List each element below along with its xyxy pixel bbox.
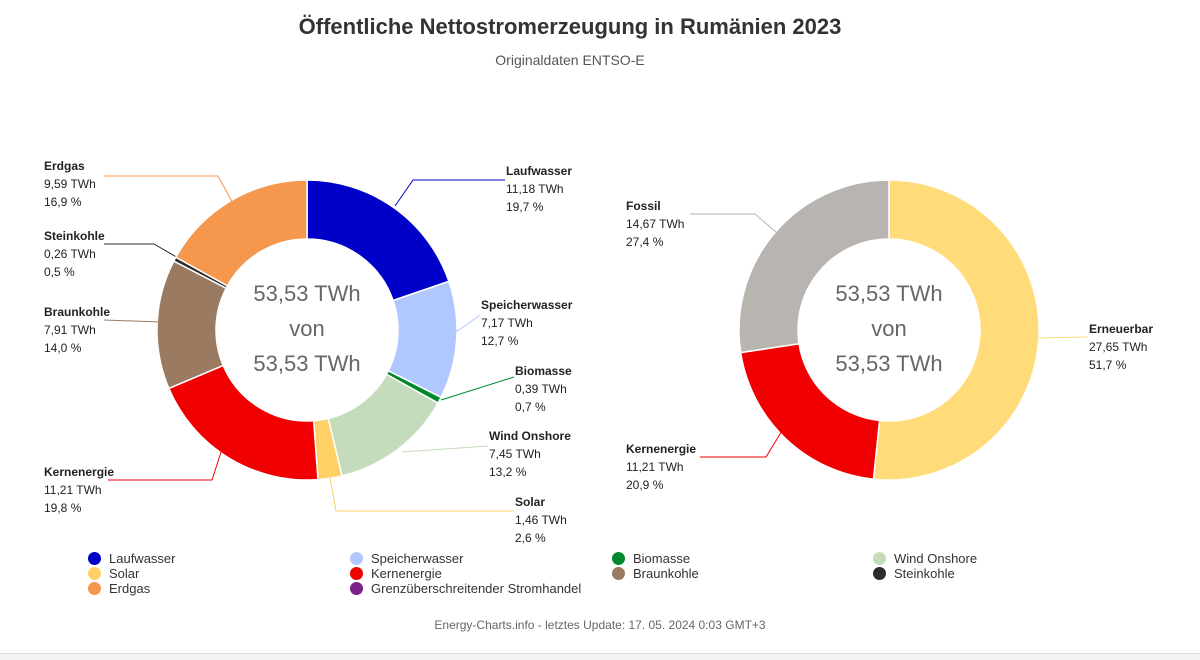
left-donut-label-kernenergie-name: Kernenergie <box>44 465 114 479</box>
left-donut-label-solar-name: Solar <box>515 495 545 509</box>
left-donut-label-laufwasser-value-text: 11,18 TWh <box>506 182 564 196</box>
left-donut-label-laufwasser-percent-text: 19,7 % <box>506 200 544 214</box>
legend-item-braunkohle[interactable]: Braunkohle <box>612 565 699 581</box>
left-donut-label-speicherwasser-value-text: 7,17 TWh <box>481 316 533 330</box>
left-donut-label-erdgas-percent-text: 16,9 % <box>44 195 82 209</box>
legend-label-laufwasser: Laufwasser <box>109 550 176 566</box>
left-donut-leader-kernenergie <box>108 445 224 481</box>
left-donut-label-erdgas-value-text: 9,59 TWh <box>44 177 96 191</box>
legend-marker-erdgas <box>88 581 101 595</box>
legend-item-laufwasser[interactable]: Laufwasser <box>88 550 175 566</box>
right-donut-leader-fossil <box>690 213 784 239</box>
right-donut-label-fossil-percent-text: 27,4 % <box>626 235 664 249</box>
legend-item-kernenergie[interactable]: Kernenergie <box>350 565 442 581</box>
left-donut-label-braunkohle-percent-text: 14,0 % <box>44 341 82 355</box>
right-donut-label-erneuerbar-name: Erneuerbar <box>1089 322 1153 336</box>
left-donut-label-braunkohle-value-text: 7,91 TWh <box>44 323 96 337</box>
left-donut-label-solar-value-text: 1,46 TWh <box>515 513 567 527</box>
chart-title: Öffentliche Nettostromerzeugung in Rumän… <box>298 14 842 39</box>
left-donut-leader-solar <box>329 477 514 512</box>
right-donut-center-label-2: 53,53 TWh <box>835 351 942 376</box>
legend-label-speicherwasser: Speicherwasser <box>371 550 464 566</box>
right-donut-label-fossil-name: Fossil <box>626 199 661 213</box>
left-donut-leader-erdgas <box>104 175 236 208</box>
right-donut-label-erneuerbar-value-text: 27,65 TWh <box>1089 340 1147 354</box>
right-donut-center-label-0: 53,53 TWh <box>835 281 942 306</box>
legend-item-solar[interactable]: Solar <box>88 565 139 581</box>
right-donut-label-erneuerbar-percent-text: 51,7 % <box>1089 358 1127 372</box>
legend-marker-solar <box>88 566 101 580</box>
right-donut-center-label-1: von <box>871 316 906 341</box>
left-donut-center-label-1: von <box>289 316 324 341</box>
legend-marker-laufwasser <box>88 551 101 565</box>
right-donut-slice-erneuerbar[interactable] <box>872 179 1040 481</box>
left-donut-label-braunkohle-name: Braunkohle <box>44 305 110 319</box>
left-donut-label-biomasse-percent-text: 0,7 % <box>515 400 546 414</box>
legend-marker-kernenergie <box>350 566 363 580</box>
legend-label-wind-onshore: Wind Onshore <box>894 550 978 566</box>
legend-item-grenzueberschreitender-stromhandel[interactable]: Grenzüberschreitender Stromhandel <box>350 580 581 596</box>
legend-label-braunkohle: Braunkohle <box>633 565 699 581</box>
legend-marker-braunkohle <box>612 566 625 580</box>
left-donut-slice-erdgas[interactable] <box>174 179 308 287</box>
legend-item-speicherwasser[interactable]: Speicherwasser <box>350 550 464 566</box>
legend-item-erdgas[interactable]: Erdgas <box>88 580 150 596</box>
right-donut: Erneuerbar 27,65 TWh 51,7 % Kernenergie 11,2… <box>626 179 1153 492</box>
left-donut-label-steinkohle-name: Steinkohle <box>44 229 105 243</box>
left-donut-label-speicherwasser-name: Speicherwasser <box>481 298 573 312</box>
left-donut-label-steinkohle-percent-text: 0,5 % <box>44 265 75 279</box>
right-donut-label-fossil-value-text: 14,67 TWh <box>626 217 684 231</box>
right-donut-leader-kernenergie <box>700 420 789 458</box>
legend-marker-wind-onshore <box>873 551 886 565</box>
right-donut-slice-fossil[interactable] <box>738 179 890 354</box>
legend-marker-steinkohle <box>873 566 886 580</box>
right-donut-label-kernenergie-name: Kernenergie <box>626 442 696 456</box>
left-donut-label-biomasse-name: Biomasse <box>515 364 572 378</box>
left-donut-center-label-0: 53,53 TWh <box>253 281 360 306</box>
left-donut: Laufwasser 11,18 TWh 19,7 % Speicherwasser 7… <box>44 159 573 545</box>
left-donut-label-wind-onshore-percent-text: 13,2 % <box>489 465 527 479</box>
legend-marker-speicherwasser <box>350 551 363 565</box>
right-donut-label-kernenergie-percent-text: 20,9 % <box>626 478 664 492</box>
legend-label-solar: Solar <box>109 565 140 581</box>
legend-label-kernenergie: Kernenergie <box>371 565 442 581</box>
legend-marker-biomasse <box>612 551 625 565</box>
left-donut-label-steinkohle-value-text: 0,26 TWh <box>44 247 96 261</box>
charts-canvas: Laufwasser 11,18 TWh 19,7 % Speicherwasser 7… <box>44 159 1153 545</box>
left-donut-label-kernenergie-percent-text: 19,8 % <box>44 501 82 515</box>
left-donut-leader-steinkohle <box>104 243 186 263</box>
left-donut-center-label-2: 53,53 TWh <box>253 351 360 376</box>
left-donut-label-wind-onshore-value-text: 7,45 TWh <box>489 447 541 461</box>
left-donut-label-solar-percent-text: 2,6 % <box>515 531 546 545</box>
left-donut-leader-speicherwasser <box>452 314 481 334</box>
left-donut-leader-biomasse <box>440 376 515 401</box>
left-donut-leader-wind-onshore <box>401 445 489 453</box>
chart-subtitle: Originaldaten ENTSO-E <box>495 52 645 68</box>
right-donut-leader-erneuerbar <box>1036 336 1089 339</box>
legend-marker-grenzueberschreitender-stromhandel <box>350 581 363 595</box>
legend-label-biomasse: Biomasse <box>633 550 691 566</box>
left-donut-label-laufwasser-name: Laufwasser <box>506 164 572 178</box>
legend-item-biomasse[interactable]: Biomasse <box>612 550 690 566</box>
left-donut-label-kernenergie-value-text: 11,21 TWh <box>44 483 102 497</box>
legend-item-steinkohle[interactable]: Steinkohle <box>873 565 955 581</box>
footer-credit: Energy-Charts.info - letztes Update: 17.… <box>434 618 766 632</box>
left-donut-leader-braunkohle <box>103 319 163 323</box>
left-donut-label-speicherwasser-percent-text: 12,7 % <box>481 334 519 348</box>
right-donut-label-kernenergie-value-text: 11,21 TWh <box>626 460 684 474</box>
left-donut-label-biomasse-value-text: 0,39 TWh <box>515 382 567 396</box>
legend-item-wind-onshore[interactable]: Wind Onshore <box>873 550 977 566</box>
left-donut-label-erdgas-name: Erdgas <box>44 159 85 173</box>
legend-label-erdgas: Erdgas <box>109 580 151 596</box>
left-donut-leader-laufwasser <box>394 179 505 207</box>
legend-label-steinkohle: Steinkohle <box>894 565 955 581</box>
left-donut-slice-kernenergie[interactable] <box>167 364 319 481</box>
bottom-scrollbar <box>0 653 1200 660</box>
legend-label-grenzueberschreitender-stromhandel: Grenzüberschreitender Stromhandel <box>371 580 582 596</box>
left-donut-label-wind-onshore-name: Wind Onshore <box>489 429 571 443</box>
